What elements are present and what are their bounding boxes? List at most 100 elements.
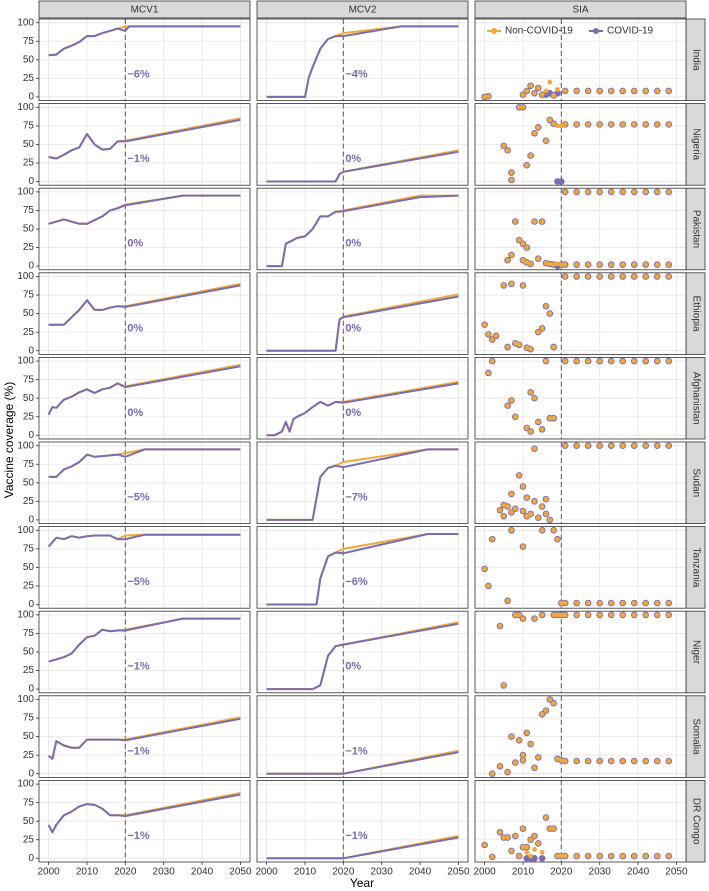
series-point [608, 853, 614, 859]
series-point [654, 443, 660, 449]
x-tick-label: 2000 [37, 867, 60, 878]
series-point [505, 344, 511, 350]
series-point [509, 177, 514, 183]
series-point [551, 700, 557, 706]
series-line [48, 284, 241, 326]
series-point [539, 92, 545, 98]
series-point [643, 189, 649, 195]
series-point [512, 833, 518, 839]
column-strip [474, 0, 687, 19]
series-point [547, 415, 553, 421]
panel-frame [38, 272, 251, 355]
annotation: 0% [345, 322, 361, 334]
series-point [631, 443, 637, 449]
series-point [558, 178, 565, 185]
series-point [524, 259, 530, 265]
series-point [620, 853, 626, 859]
series-point [608, 443, 614, 449]
row-label: Afghanistan [690, 372, 701, 425]
y-tick-label: 100 [17, 694, 34, 705]
x-tick-label: 2020 [550, 867, 573, 878]
series-point [524, 88, 530, 94]
series-point [516, 237, 522, 243]
panel-frame [256, 695, 469, 778]
series-point [562, 358, 568, 364]
panel [474, 695, 687, 778]
x-tick-label: 2000 [473, 867, 496, 878]
series-point [562, 274, 568, 279]
series-line [266, 25, 459, 98]
panel: 0% [256, 356, 469, 440]
series-point [512, 760, 518, 765]
series-point [524, 162, 530, 168]
series-point [532, 395, 537, 401]
series-point [555, 87, 560, 92]
series-point [643, 758, 649, 764]
y-tick-label: 50 [23, 54, 35, 65]
series-point [543, 88, 549, 94]
panel [474, 187, 687, 271]
series-point [654, 274, 660, 279]
series-point [597, 262, 603, 268]
annotation: −6% [127, 69, 150, 81]
series-line [47, 533, 241, 548]
series-point [524, 345, 530, 351]
series-point [654, 358, 660, 364]
column-label: MCV1 [131, 5, 159, 16]
series-point [524, 513, 530, 519]
y-tick-label: 25 [23, 158, 35, 169]
series-point [535, 419, 541, 425]
series-point [643, 121, 649, 127]
series-point [524, 495, 530, 501]
y-tick-label: 75 [23, 120, 35, 131]
series-point [535, 256, 541, 262]
annotation: 0% [127, 238, 143, 250]
y-tick-label: 75 [23, 374, 35, 385]
series-point [620, 262, 626, 268]
series-point [532, 846, 537, 852]
y-tick-label: 50 [23, 477, 35, 488]
series-point [543, 260, 549, 266]
series-point [482, 566, 487, 572]
x-tick-label: 2030 [371, 867, 394, 878]
series-point [585, 88, 591, 94]
panel [474, 103, 687, 186]
series-point [547, 697, 553, 702]
series-point [482, 842, 487, 848]
series-point [543, 708, 549, 714]
x-tick-label: 2040 [409, 867, 432, 878]
y-tick-label: 75 [23, 459, 35, 470]
panel-frame [38, 441, 251, 524]
y-tick-label: 75 [23, 205, 35, 216]
series-point [620, 88, 626, 94]
series-point [489, 771, 495, 777]
panel-frame [474, 272, 687, 355]
y-tick-label: 75 [23, 628, 35, 639]
panel: 0 25 50 75 100 2000 2010 2020 2030 2040 2050 −1% [17, 779, 252, 878]
y-tick-label: 50 [23, 731, 35, 742]
series-point [585, 189, 591, 195]
series-point [543, 496, 549, 502]
x-tick-label: 2010 [294, 867, 317, 878]
series-point [520, 544, 526, 550]
panel: 0 25 50 75 100 −5% [17, 525, 251, 610]
series-point [539, 612, 545, 618]
series-point [532, 765, 537, 771]
series-point [585, 612, 591, 618]
series-point [654, 612, 660, 618]
y-tick-label: 0 [28, 853, 34, 864]
series-point [585, 600, 591, 606]
series-point [509, 527, 514, 533]
panel-frame [38, 780, 251, 863]
series-point [562, 600, 568, 606]
series-point [585, 262, 591, 268]
series-point [654, 121, 660, 127]
x-tick-label: 2040 [627, 867, 650, 878]
row-label: Ethiopia [690, 296, 701, 333]
series-point [547, 826, 553, 832]
series-point [532, 616, 537, 622]
series-point [551, 93, 557, 98]
series-point [574, 443, 580, 449]
annotation: −7% [345, 492, 368, 504]
